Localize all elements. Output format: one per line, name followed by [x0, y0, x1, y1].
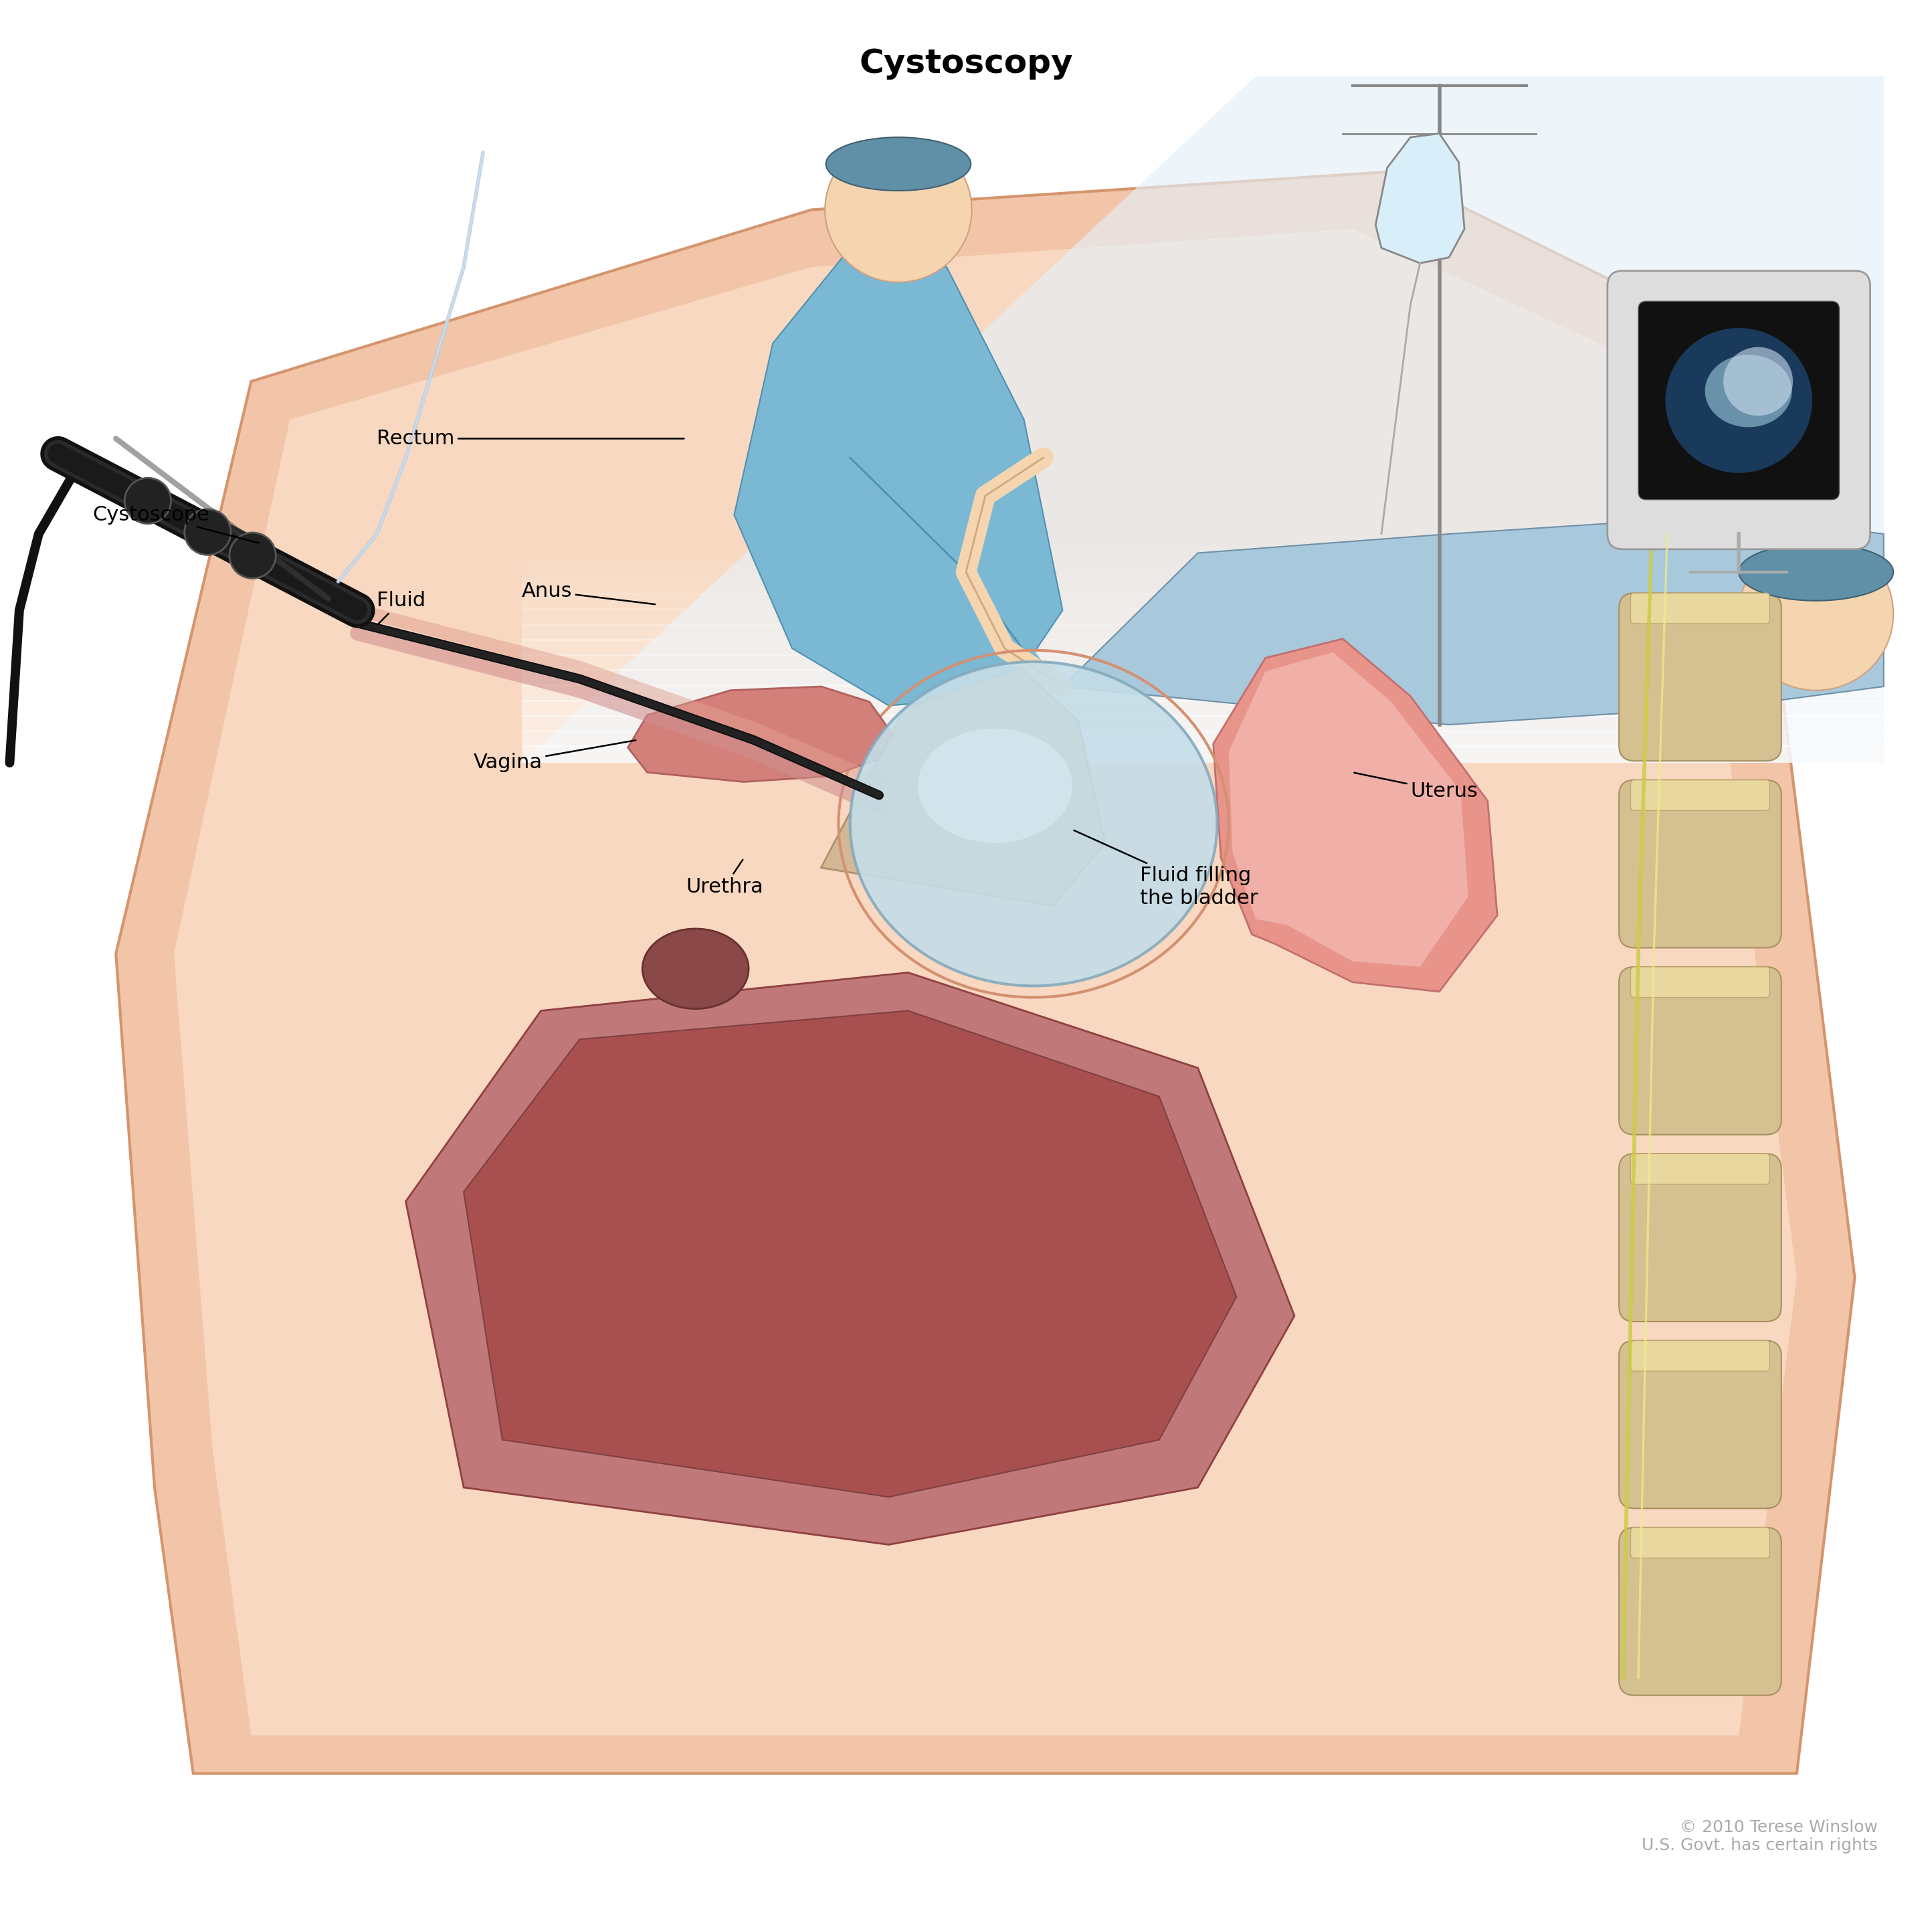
Polygon shape: [406, 973, 1294, 1545]
Polygon shape: [522, 563, 1884, 580]
FancyBboxPatch shape: [1631, 967, 1770, 997]
Polygon shape: [174, 229, 1797, 1735]
Polygon shape: [522, 654, 1884, 671]
Polygon shape: [522, 730, 1884, 748]
FancyBboxPatch shape: [1607, 271, 1870, 549]
Circle shape: [1665, 328, 1812, 473]
Polygon shape: [522, 669, 1884, 687]
Text: © 2010 Terese Winslow
U.S. Govt. has certain rights: © 2010 Terese Winslow U.S. Govt. has cer…: [1642, 1819, 1878, 1854]
Text: Cystoscopy: Cystoscopy: [860, 48, 1072, 80]
Polygon shape: [522, 700, 1884, 717]
Polygon shape: [522, 624, 1884, 641]
Polygon shape: [522, 715, 1884, 732]
Polygon shape: [464, 1011, 1236, 1497]
FancyBboxPatch shape: [1631, 1154, 1770, 1184]
Polygon shape: [116, 172, 1855, 1774]
Ellipse shape: [825, 137, 970, 191]
FancyBboxPatch shape: [1631, 1341, 1770, 1371]
FancyBboxPatch shape: [1619, 780, 1781, 948]
Ellipse shape: [1739, 543, 1893, 601]
Text: Vagina: Vagina: [473, 740, 636, 772]
Circle shape: [1739, 538, 1893, 690]
FancyBboxPatch shape: [1619, 1528, 1781, 1695]
Text: Anus: Anus: [522, 582, 655, 605]
Circle shape: [124, 479, 170, 524]
FancyBboxPatch shape: [1619, 1154, 1781, 1322]
FancyBboxPatch shape: [1631, 1528, 1770, 1558]
Polygon shape: [522, 639, 1884, 656]
Ellipse shape: [641, 929, 748, 1009]
Circle shape: [1723, 347, 1793, 416]
Polygon shape: [628, 687, 893, 782]
Polygon shape: [522, 593, 1884, 610]
Polygon shape: [522, 608, 1884, 625]
Circle shape: [825, 137, 972, 282]
FancyBboxPatch shape: [1631, 780, 1770, 810]
Text: Urethra: Urethra: [686, 860, 763, 896]
Polygon shape: [1376, 133, 1464, 263]
Polygon shape: [522, 685, 1884, 702]
Polygon shape: [1229, 652, 1468, 967]
Text: Cystoscope: Cystoscope: [93, 505, 259, 543]
Polygon shape: [1213, 639, 1497, 992]
Polygon shape: [821, 667, 1105, 906]
FancyBboxPatch shape: [1631, 593, 1770, 624]
Text: Rectum: Rectum: [377, 429, 684, 448]
Circle shape: [184, 509, 230, 555]
FancyBboxPatch shape: [1619, 967, 1781, 1135]
Polygon shape: [522, 76, 1884, 763]
Polygon shape: [734, 248, 1063, 706]
Ellipse shape: [850, 662, 1217, 986]
Polygon shape: [1063, 515, 1884, 725]
Text: Fluid: Fluid: [377, 591, 425, 624]
FancyBboxPatch shape: [1638, 301, 1839, 500]
FancyBboxPatch shape: [1619, 1341, 1781, 1508]
Ellipse shape: [918, 728, 1072, 843]
Circle shape: [230, 532, 276, 578]
Polygon shape: [522, 578, 1884, 595]
Polygon shape: [522, 746, 1884, 763]
Ellipse shape: [1704, 355, 1793, 427]
Text: Uterus: Uterus: [1354, 772, 1478, 801]
FancyBboxPatch shape: [1619, 593, 1781, 761]
Text: Fluid filling
the bladder: Fluid filling the bladder: [1074, 830, 1258, 908]
